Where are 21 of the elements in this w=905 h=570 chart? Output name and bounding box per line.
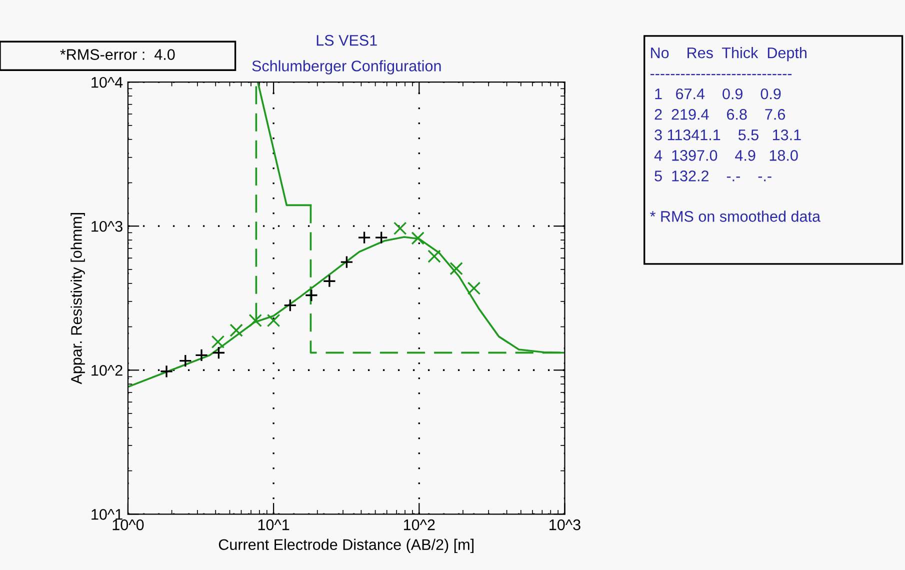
text: 1 67.4 0.9 0.9 — [655, 88, 781, 100]
y-tick-label: 10^2 — [92, 364, 122, 376]
text: No Res Thick Depth — [651, 47, 806, 62]
text: * RMS on smoothed data — [650, 210, 820, 222]
text: 2 219.4 6.8 7.6 — [654, 108, 786, 120]
text: 5 132.2 -.- -.- — [654, 170, 772, 182]
y-tick-label: 10^3 — [92, 220, 122, 232]
x-axis-title: Current Electrode Distance (AB/2) [m] — [218, 538, 474, 554]
text: *RMS-error : 4.0 — [60, 49, 175, 60]
x-tick-label: 10^0 — [112, 519, 144, 530]
text: 4 1397.0 4.9 18.0 — [654, 150, 798, 161]
y-tick-label: 10^4 — [92, 76, 123, 88]
x-tick-label: 10^3 — [550, 519, 580, 530]
text: 3 11341.1 5.5 13.1 — [654, 130, 801, 140]
chart-subtitle: Schlumberger Configuration — [252, 60, 441, 74]
x-tick-label: 10^1 — [258, 519, 290, 530]
text: ---------------------------- — [650, 74, 792, 76]
x-tick-label: 10^2 — [404, 519, 435, 530]
y-tick-label: 10^1 — [92, 509, 122, 520]
chart-title: LS VES1 — [316, 34, 377, 46]
y-axis-title: Appar. Resistivity [ohmm] — [70, 213, 85, 384]
